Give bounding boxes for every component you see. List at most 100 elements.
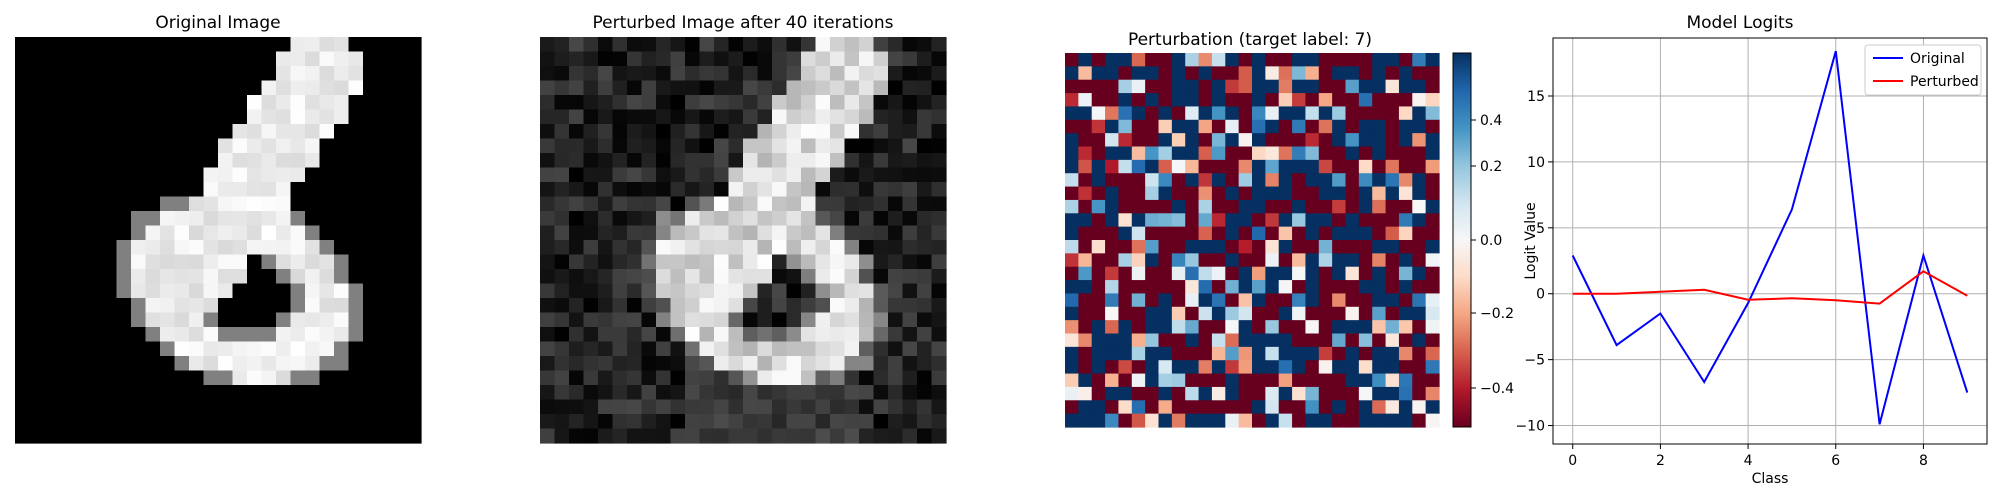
pixel (116, 124, 132, 140)
perturbation-cell (1385, 199, 1400, 214)
perturbation-cell (1171, 333, 1186, 348)
pixel (392, 240, 408, 256)
pixel (888, 138, 904, 154)
pixel (743, 370, 759, 386)
pixel (902, 182, 918, 198)
pixel (554, 240, 570, 256)
pixel (406, 37, 422, 53)
perturbation-cell (1398, 146, 1413, 161)
perturbation-cell (1158, 79, 1173, 94)
pixel (87, 254, 103, 270)
pixel (873, 341, 889, 357)
pixel (670, 182, 686, 198)
perturbation-cell (1238, 293, 1253, 308)
perturbed-image (540, 37, 947, 444)
pixel (583, 124, 599, 140)
perturbation-cell (1211, 119, 1226, 134)
perturbation-cell (1185, 186, 1200, 201)
pixel (363, 370, 379, 386)
perturbation-cell (1292, 226, 1307, 241)
pixel (247, 298, 263, 314)
pixel (363, 51, 379, 67)
pixel (583, 37, 599, 53)
perturbation-cell (1131, 400, 1146, 415)
perturbation-cell (1091, 360, 1106, 375)
perturbation-cell (1158, 146, 1173, 161)
pixel (917, 298, 933, 314)
perturbation-cell (1118, 93, 1133, 108)
pixel (743, 283, 759, 299)
perturbation-cell (1345, 360, 1360, 375)
perturbation-cell (1332, 79, 1347, 94)
pixel (247, 124, 263, 140)
pixel (685, 66, 701, 82)
pixel (627, 211, 643, 227)
pixel (685, 80, 701, 96)
pixel (189, 196, 205, 212)
perturbation-cell (1105, 53, 1120, 67)
pixel (656, 385, 672, 401)
pixel (902, 225, 918, 241)
pixel (44, 341, 60, 357)
x-axis-label: Class (1752, 471, 1789, 487)
pixel (174, 153, 190, 169)
pixel (73, 327, 89, 343)
pixel (131, 95, 147, 111)
perturbation-cell (1145, 386, 1160, 401)
pixel (363, 327, 379, 343)
pixel (786, 269, 802, 285)
pixel (873, 153, 889, 169)
perturbation-cell (1412, 199, 1427, 214)
pixel (189, 51, 205, 67)
pixel (554, 254, 570, 270)
perturbation-cell (1425, 173, 1440, 188)
pixel (15, 153, 31, 169)
perturbation-cell (1131, 66, 1146, 81)
pixel (801, 240, 817, 256)
pixel (598, 138, 614, 154)
pixel (348, 370, 364, 386)
perturbation-cell (1091, 333, 1106, 348)
pixel (612, 138, 628, 154)
perturbation-cell (1345, 320, 1360, 335)
pixel (670, 196, 686, 212)
pixel (786, 399, 802, 415)
perturbation-cell (1385, 400, 1400, 415)
pixel (598, 37, 614, 53)
pixel (73, 370, 89, 386)
pixel (844, 167, 860, 183)
perturbation-cell (1252, 133, 1266, 148)
pixel (931, 182, 947, 198)
pixel (131, 196, 147, 212)
pixel (203, 283, 219, 299)
pixel (290, 428, 306, 444)
perturbation-cell (1225, 266, 1240, 281)
perturbation-cell (1252, 240, 1266, 254)
perturbation-cell (1345, 306, 1360, 321)
pixel (377, 182, 393, 198)
pixel (232, 414, 248, 430)
perturbation-cell (1358, 119, 1373, 134)
perturbation-cell (1385, 293, 1400, 308)
pixel (888, 211, 904, 227)
pixel (290, 370, 306, 386)
pixel (844, 283, 860, 299)
pixel (772, 225, 788, 241)
perturbation-cell (1118, 213, 1133, 228)
pixel (377, 51, 393, 67)
perturbation-cell (1332, 320, 1347, 335)
perturbation-cell (1292, 53, 1307, 67)
pixel (44, 399, 60, 415)
pixel (377, 399, 393, 415)
perturbation-cell (1412, 93, 1427, 108)
pixel (714, 370, 730, 386)
perturbation-cell (1118, 306, 1133, 321)
pixel (261, 428, 277, 444)
pixel (888, 298, 904, 314)
pixel (73, 211, 89, 227)
perturbation-cell (1158, 226, 1173, 241)
pixel (145, 240, 161, 256)
perturbation-cell (1265, 373, 1280, 388)
pixel (406, 327, 422, 343)
pixel (145, 51, 161, 67)
